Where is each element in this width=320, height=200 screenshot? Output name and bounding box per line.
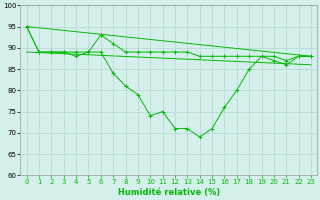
X-axis label: Humidité relative (%): Humidité relative (%) xyxy=(118,188,220,197)
